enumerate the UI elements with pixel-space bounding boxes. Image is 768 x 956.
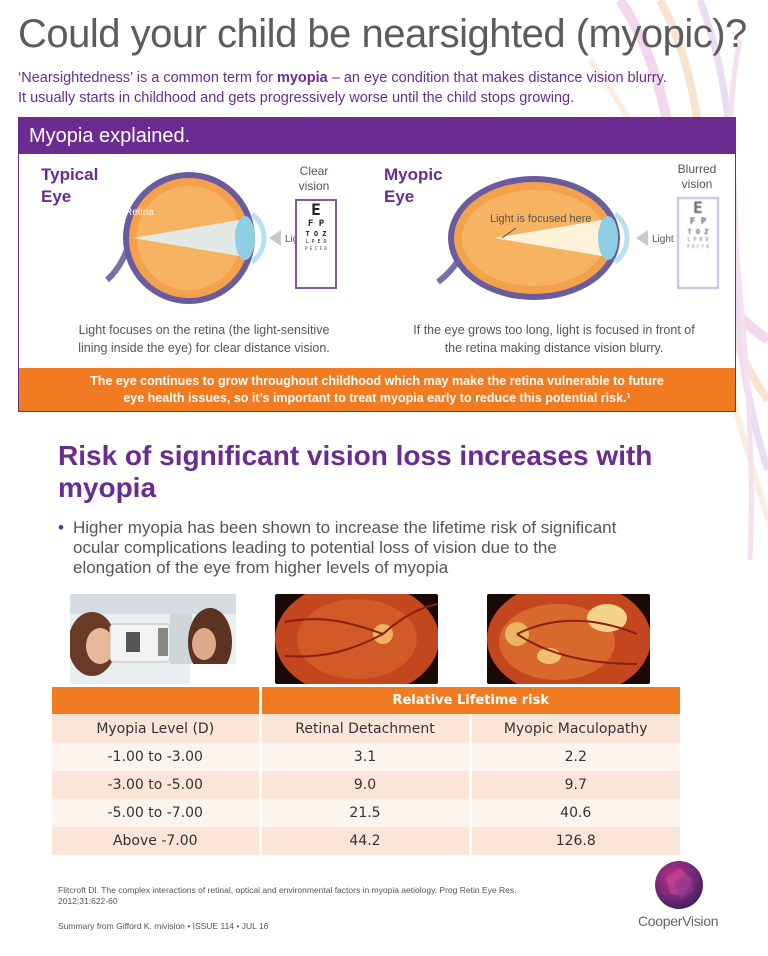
myopic-caption-line1: If the eye grows too long, light is focu… — [413, 323, 695, 337]
table-row: -3.00 to -5.00 9.0 9.7 — [52, 771, 680, 799]
cell-myopic-maculopathy: 2.2 — [468, 743, 680, 771]
retina-photo-1 — [275, 594, 438, 684]
band-line1: The eye continues to grow throughout chi… — [90, 374, 664, 388]
blurred-vision-line2: vision — [681, 177, 713, 191]
typical-eye-diagram: Retina Light — [104, 172, 307, 304]
cell-retinal-detachment: 21.5 — [258, 799, 470, 827]
blurred-eye-chart: E F P T O Z L P E D P E C F D — [677, 197, 719, 289]
relative-risk-table: Relative Lifetime risk Myopia Level (D) … — [52, 687, 680, 855]
intro-line2: It usually starts in childhood and gets … — [18, 90, 575, 106]
cell-myopia-level: Above -7.00 — [52, 827, 260, 855]
page-title: Could your child be nearsighted (myopic)… — [18, 12, 747, 56]
retina-photo-2 — [487, 594, 650, 684]
intro-line1-bold: myopia — [276, 70, 328, 86]
blurred-chart-row4: L P E D — [687, 237, 709, 243]
cell-retinal-detachment: 3.1 — [258, 743, 470, 771]
intro-line1-post: – an eye condition that makes distance v… — [327, 70, 667, 86]
reference-line1: Flitcroft DI. The complex interactions o… — [58, 885, 517, 895]
chart-row1: E — [311, 200, 321, 219]
bullet-dot-icon: • — [58, 518, 64, 537]
chart-row5: P E C F D — [305, 246, 327, 251]
column-header-myopia-level: Myopia Level (D) — [52, 714, 260, 743]
cell-myopia-level: -3.00 to -5.00 — [52, 771, 260, 799]
typical-eye-label-line1: Typical — [41, 165, 99, 184]
myopic-eye-caption: If the eye grows too long, light is focu… — [389, 321, 719, 357]
cell-myopia-level: -1.00 to -3.00 — [52, 743, 260, 771]
eye-exam-photo — [70, 594, 236, 684]
chart-row3: T O Z — [305, 230, 327, 238]
clear-vision-label: Clear vision — [289, 164, 339, 194]
bullet-line2: ocular complications leading to potentia… — [73, 538, 557, 557]
typical-eye-caption: Light focuses on the retina (the light-s… — [39, 321, 369, 357]
cell-myopic-maculopathy: 9.7 — [468, 771, 680, 799]
bullet-line3: elongation of the eye from higher levels… — [73, 558, 449, 577]
cell-retinal-detachment: 9.0 — [258, 771, 470, 799]
chart-row4: L P E D — [305, 239, 327, 245]
blurred-vision-line1: Blurred — [677, 162, 717, 176]
typical-eye-label: Typical Eye — [41, 164, 98, 208]
blurred-vision-label: Blurred vision — [670, 162, 724, 192]
coopervision-logo-text: CooperVision — [638, 913, 719, 929]
cell-myopic-maculopathy: 126.8 — [468, 827, 680, 855]
relative-lifetime-risk-header: Relative Lifetime risk — [258, 687, 680, 714]
coopervision-logo-icon — [655, 861, 703, 909]
light-label-myopic: Light — [652, 234, 674, 245]
intro-line1-pre: ‘Nearsightedness’ is a common term for — [18, 70, 277, 86]
risk-warning-band: The eye continues to grow throughout chi… — [19, 368, 735, 411]
typical-caption-line1: Light focuses on the retina (the light-s… — [78, 323, 330, 337]
typical-caption-line2: lining inside the eye) for clear distanc… — [78, 341, 330, 355]
band-line2: eye health issues, so it’s important to … — [123, 391, 631, 405]
intro-text: ‘Nearsightedness’ is a common term for m… — [18, 68, 718, 108]
section-title-line1: Risk of significant vision loss increase… — [58, 440, 653, 471]
table-row: -1.00 to -3.00 3.1 2.2 — [52, 743, 680, 771]
myopic-eye-diagram: Light is focused here Light — [436, 176, 674, 300]
myopic-eye-label-line1: Myopic — [384, 165, 443, 184]
bullet-line1: Higher myopia has been shown to increase… — [73, 518, 617, 537]
myopia-explained-panel: Myopia explained. Typical Eye Retina Lig… — [18, 117, 736, 412]
blurred-chart-row3: T O Z — [687, 228, 709, 236]
blurred-chart-row1: E — [693, 198, 703, 217]
chart-row2: F P — [307, 219, 325, 229]
section-title-line2: myopia — [58, 472, 157, 503]
column-header-myopic-maculopathy: Myopic Maculopathy — [468, 714, 680, 743]
cell-myopia-level: -5.00 to -7.00 — [52, 799, 260, 827]
myopic-caption-line2: the retina making distance vision blurry… — [444, 341, 664, 355]
table-row: -5.00 to -7.00 21.5 40.6 — [52, 799, 680, 827]
light-focus-label: Light is focused here — [490, 213, 592, 225]
blurred-chart-row5: P E C F D — [687, 244, 709, 249]
panel-heading: Myopia explained. — [19, 118, 735, 154]
reference-line2: 2012;31:622-60 — [58, 896, 118, 906]
myopic-eye-label-line2: Eye — [384, 187, 415, 206]
clear-vision-line1: Clear — [299, 164, 329, 178]
cell-myopic-maculopathy: 40.6 — [468, 799, 680, 827]
reference-citation: Flitcroft DI. The complex interactions o… — [58, 885, 618, 907]
table-group-header-row: Relative Lifetime risk — [52, 687, 680, 714]
clear-eye-chart: E F P T O Z L P E D P E C F D — [295, 199, 337, 289]
clear-vision-line2: vision — [298, 179, 330, 193]
summary-source: Summary from Gifford K. mivision • ISSUE… — [58, 921, 269, 931]
cell-retinal-detachment: 44.2 — [258, 827, 470, 855]
myopic-eye-label: Myopic Eye — [384, 164, 443, 208]
blurred-chart-row2: F P — [689, 217, 707, 227]
table-row: Above -7.00 44.2 126.8 — [52, 827, 680, 855]
table-column-header-row: Myopia Level (D) Retinal Detachment Myop… — [52, 714, 680, 743]
column-header-retinal-detachment: Retinal Detachment — [258, 714, 470, 743]
section-title: Risk of significant vision loss increase… — [58, 440, 718, 504]
typical-eye-label-line2: Eye — [41, 187, 72, 206]
table-header-blank — [52, 687, 260, 714]
retina-label: Retina — [125, 207, 154, 218]
